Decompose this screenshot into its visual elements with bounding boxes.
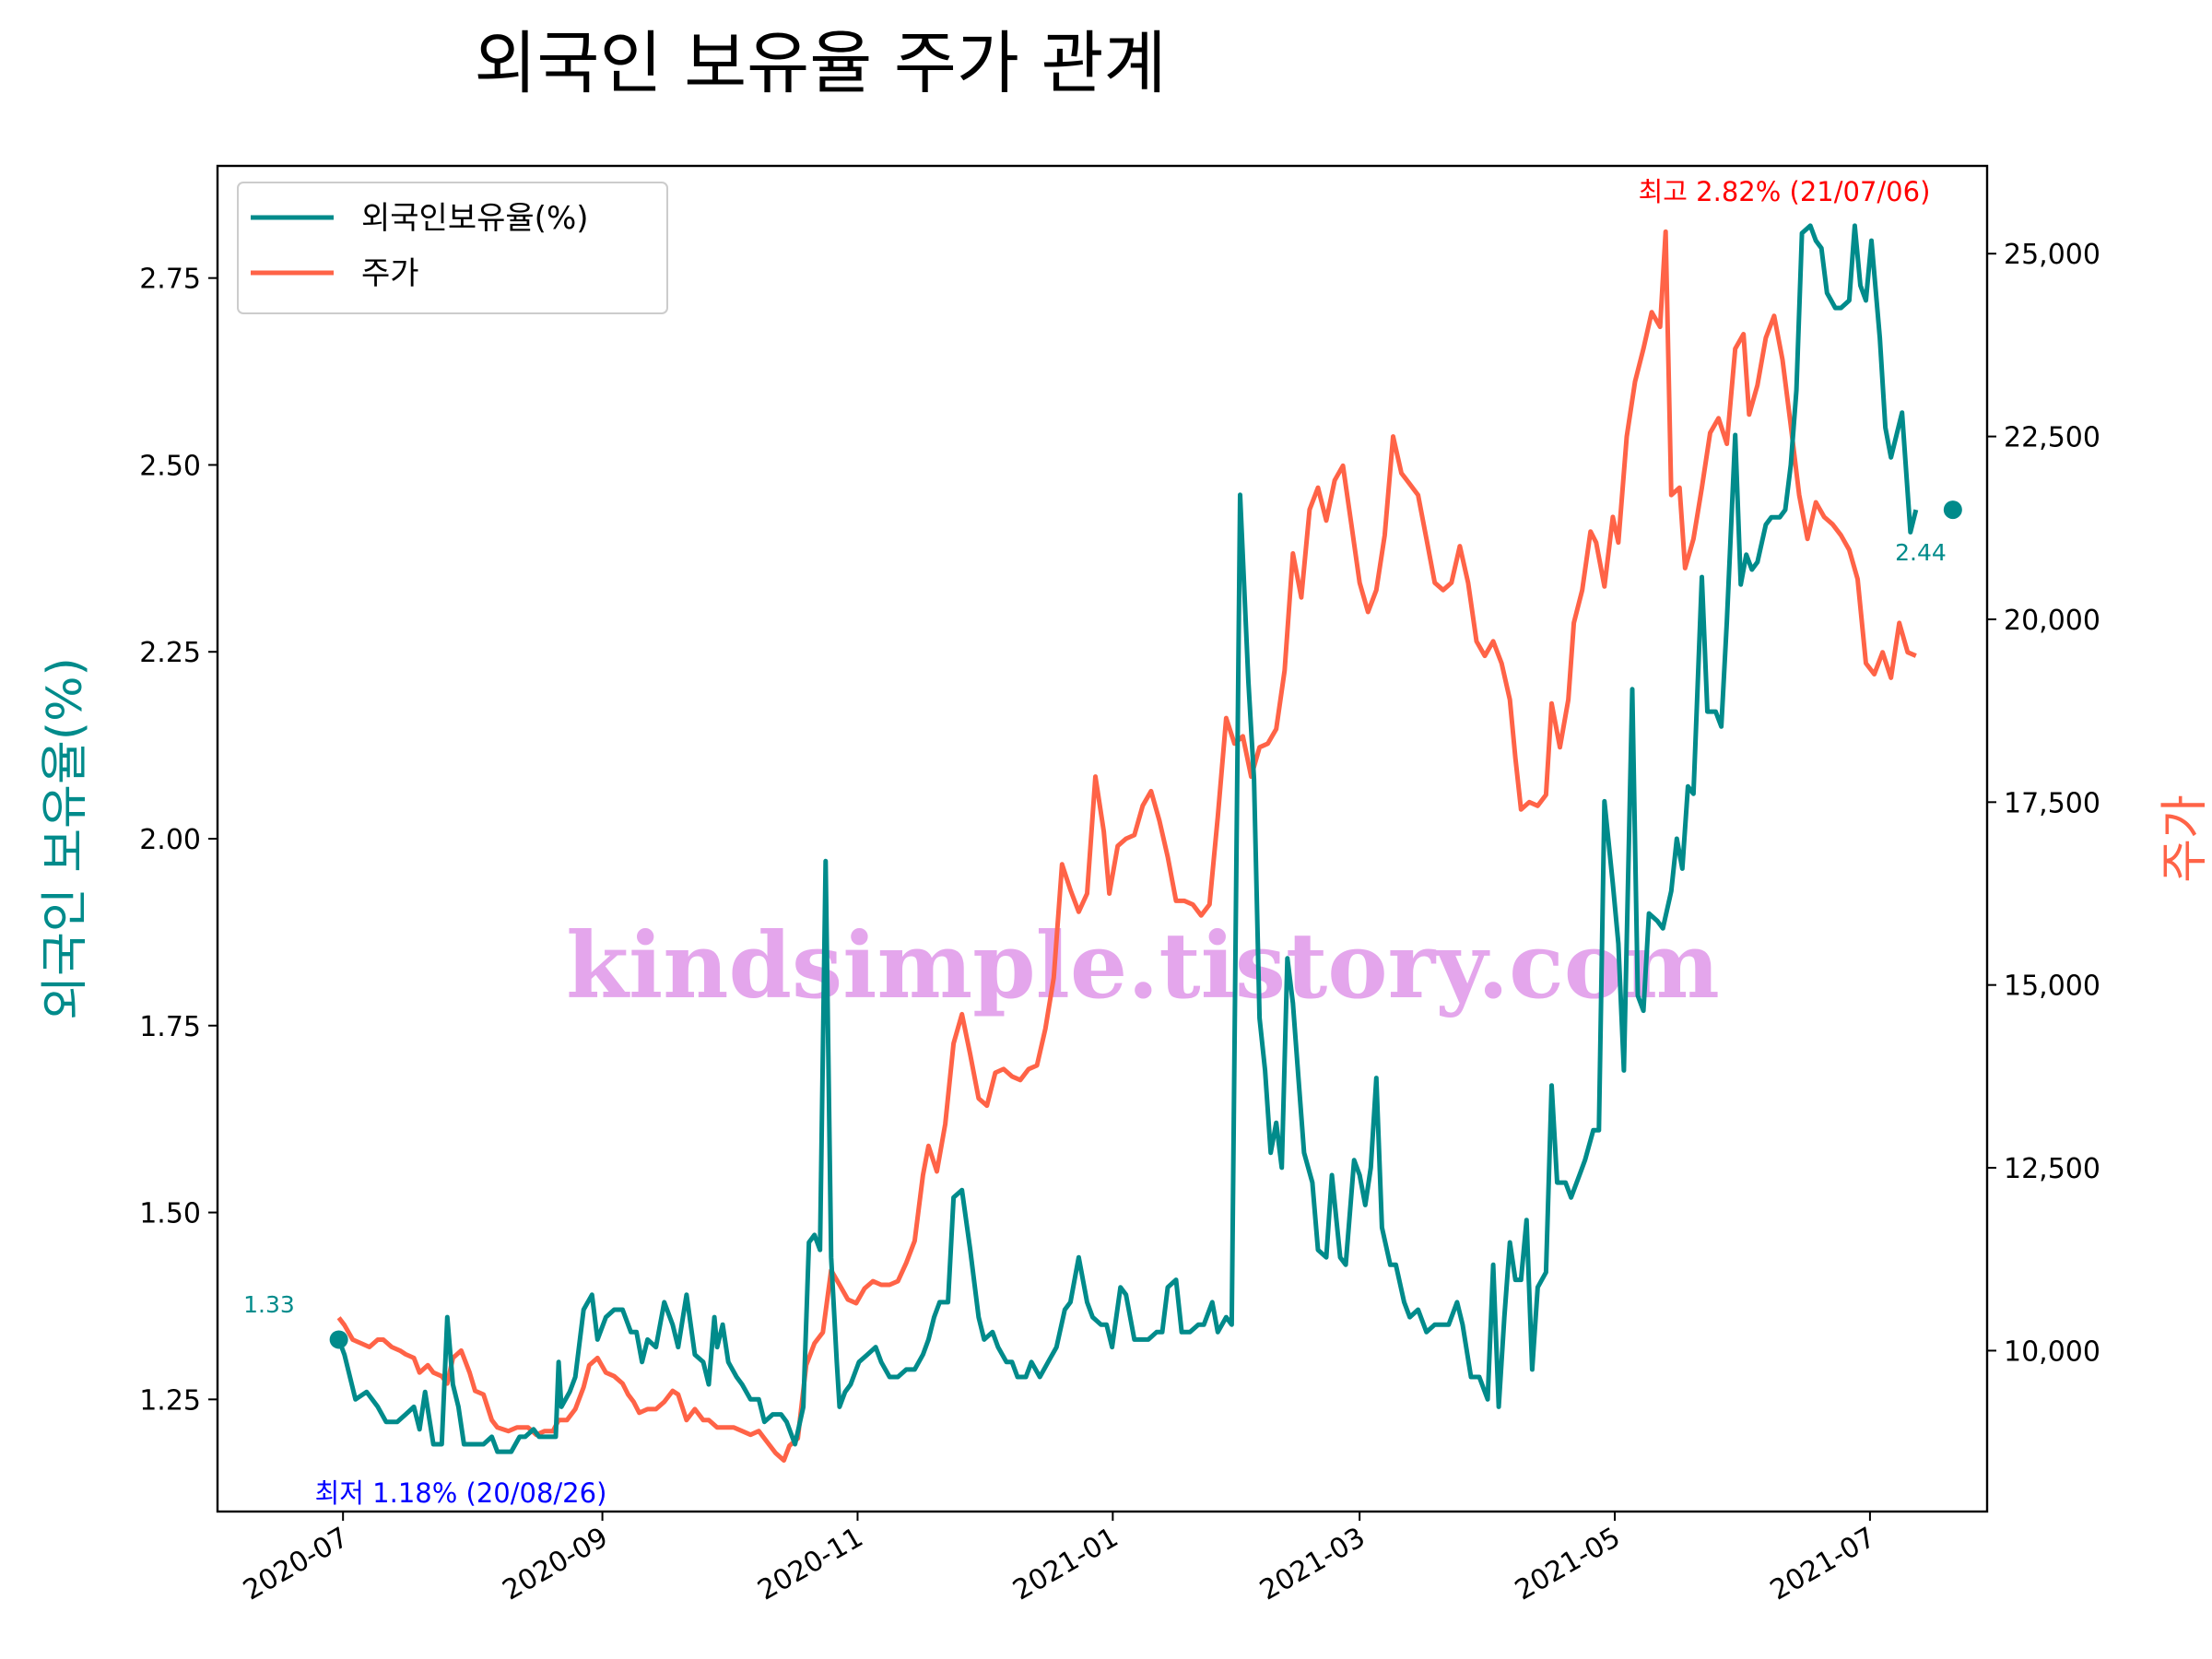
legend-label-foreign: 외국인보유율(%) <box>361 200 589 237</box>
legend-label-price: 주가 <box>361 255 419 292</box>
x-tick-label: 2021-05 <box>1510 1522 1626 1607</box>
series-line-price <box>336 229 1917 1463</box>
left-tick-label: 2.50 <box>139 450 201 482</box>
left-tick-label: 1.50 <box>139 1198 201 1230</box>
x-tick-label: 2020-09 <box>498 1522 614 1607</box>
end-value-label: 2.44 <box>1895 539 1947 566</box>
left-tick-label: 2.00 <box>139 824 201 856</box>
right-axis-label: 주가 <box>2158 794 2212 883</box>
right-tick-label: 10,000 <box>2004 1335 2100 1368</box>
legend: 외국인보유율(%) 주가 <box>237 182 668 314</box>
x-axis-ticks: 2020-07 2020-09 2020-11 2021-01 2021-03 2021-… <box>238 1512 1881 1607</box>
right-tick-label: 22,500 <box>2004 422 2100 454</box>
left-tick-label: 1.75 <box>139 1011 201 1043</box>
right-tick-label: 12,500 <box>2004 1153 2100 1185</box>
x-tick-label: 2021-07 <box>1765 1522 1881 1607</box>
x-tick-label: 2021-03 <box>1254 1522 1371 1607</box>
start-point-marker <box>329 1330 348 1349</box>
left-tick-label: 2.75 <box>139 264 201 296</box>
start-value-label: 1.33 <box>243 1291 295 1318</box>
right-tick-label: 15,000 <box>2004 971 2100 1003</box>
right-tick-label: 20,000 <box>2004 605 2100 637</box>
max-annotation: 최고 2.82% (21/07/06) <box>1639 176 1931 207</box>
chart-title: 외국인 보유율 주가 관계 <box>474 24 1166 103</box>
left-tick-label: 2.25 <box>139 637 201 669</box>
right-axis-ticks: 10,000 12,500 15,000 17,500 20,000 22,500 25,0… <box>1987 239 2100 1368</box>
left-axis-ticks: 1.25 1.50 1.75 2.00 2.25 2.50 2.75 <box>139 264 218 1417</box>
left-tick-label: 1.25 <box>139 1384 201 1417</box>
x-tick-label: 2021-01 <box>1007 1522 1124 1607</box>
right-tick-label: 25,000 <box>2004 239 2100 271</box>
watermark: kindsimple.tistory.com <box>566 913 1720 1019</box>
plot-frame <box>216 164 1989 1513</box>
end-point-marker <box>1943 500 1962 520</box>
left-axis-label: 외국인 보유율(%) <box>38 657 93 1020</box>
series-line-foreign-ratio <box>336 223 1919 1454</box>
legend-box <box>237 182 668 314</box>
right-tick-label: 17,500 <box>2004 787 2100 819</box>
x-tick-label: 2020-11 <box>752 1522 868 1607</box>
min-annotation: 최저 1.18% (20/08/26) <box>315 1477 607 1509</box>
x-tick-label: 2020-07 <box>238 1522 354 1607</box>
